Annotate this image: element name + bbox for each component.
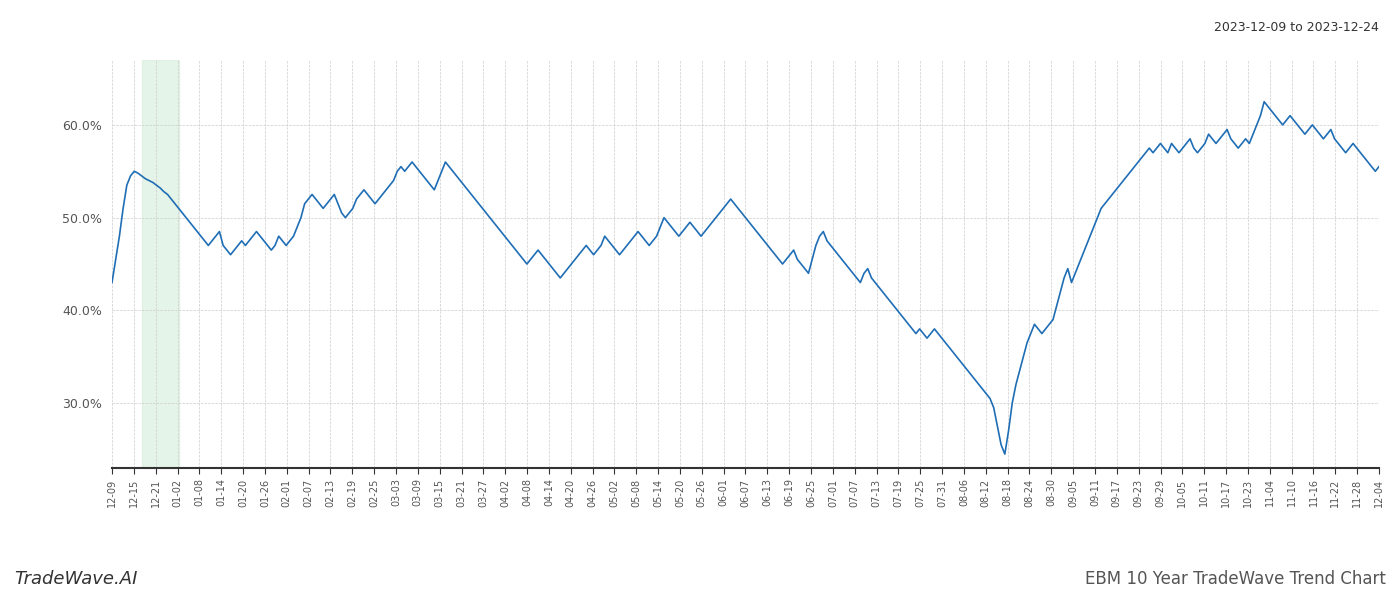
Text: TradeWave.AI: TradeWave.AI — [14, 570, 137, 588]
Text: EBM 10 Year TradeWave Trend Chart: EBM 10 Year TradeWave Trend Chart — [1085, 570, 1386, 588]
Text: 2023-12-09 to 2023-12-24: 2023-12-09 to 2023-12-24 — [1214, 21, 1379, 34]
Bar — [141, 60, 179, 468]
